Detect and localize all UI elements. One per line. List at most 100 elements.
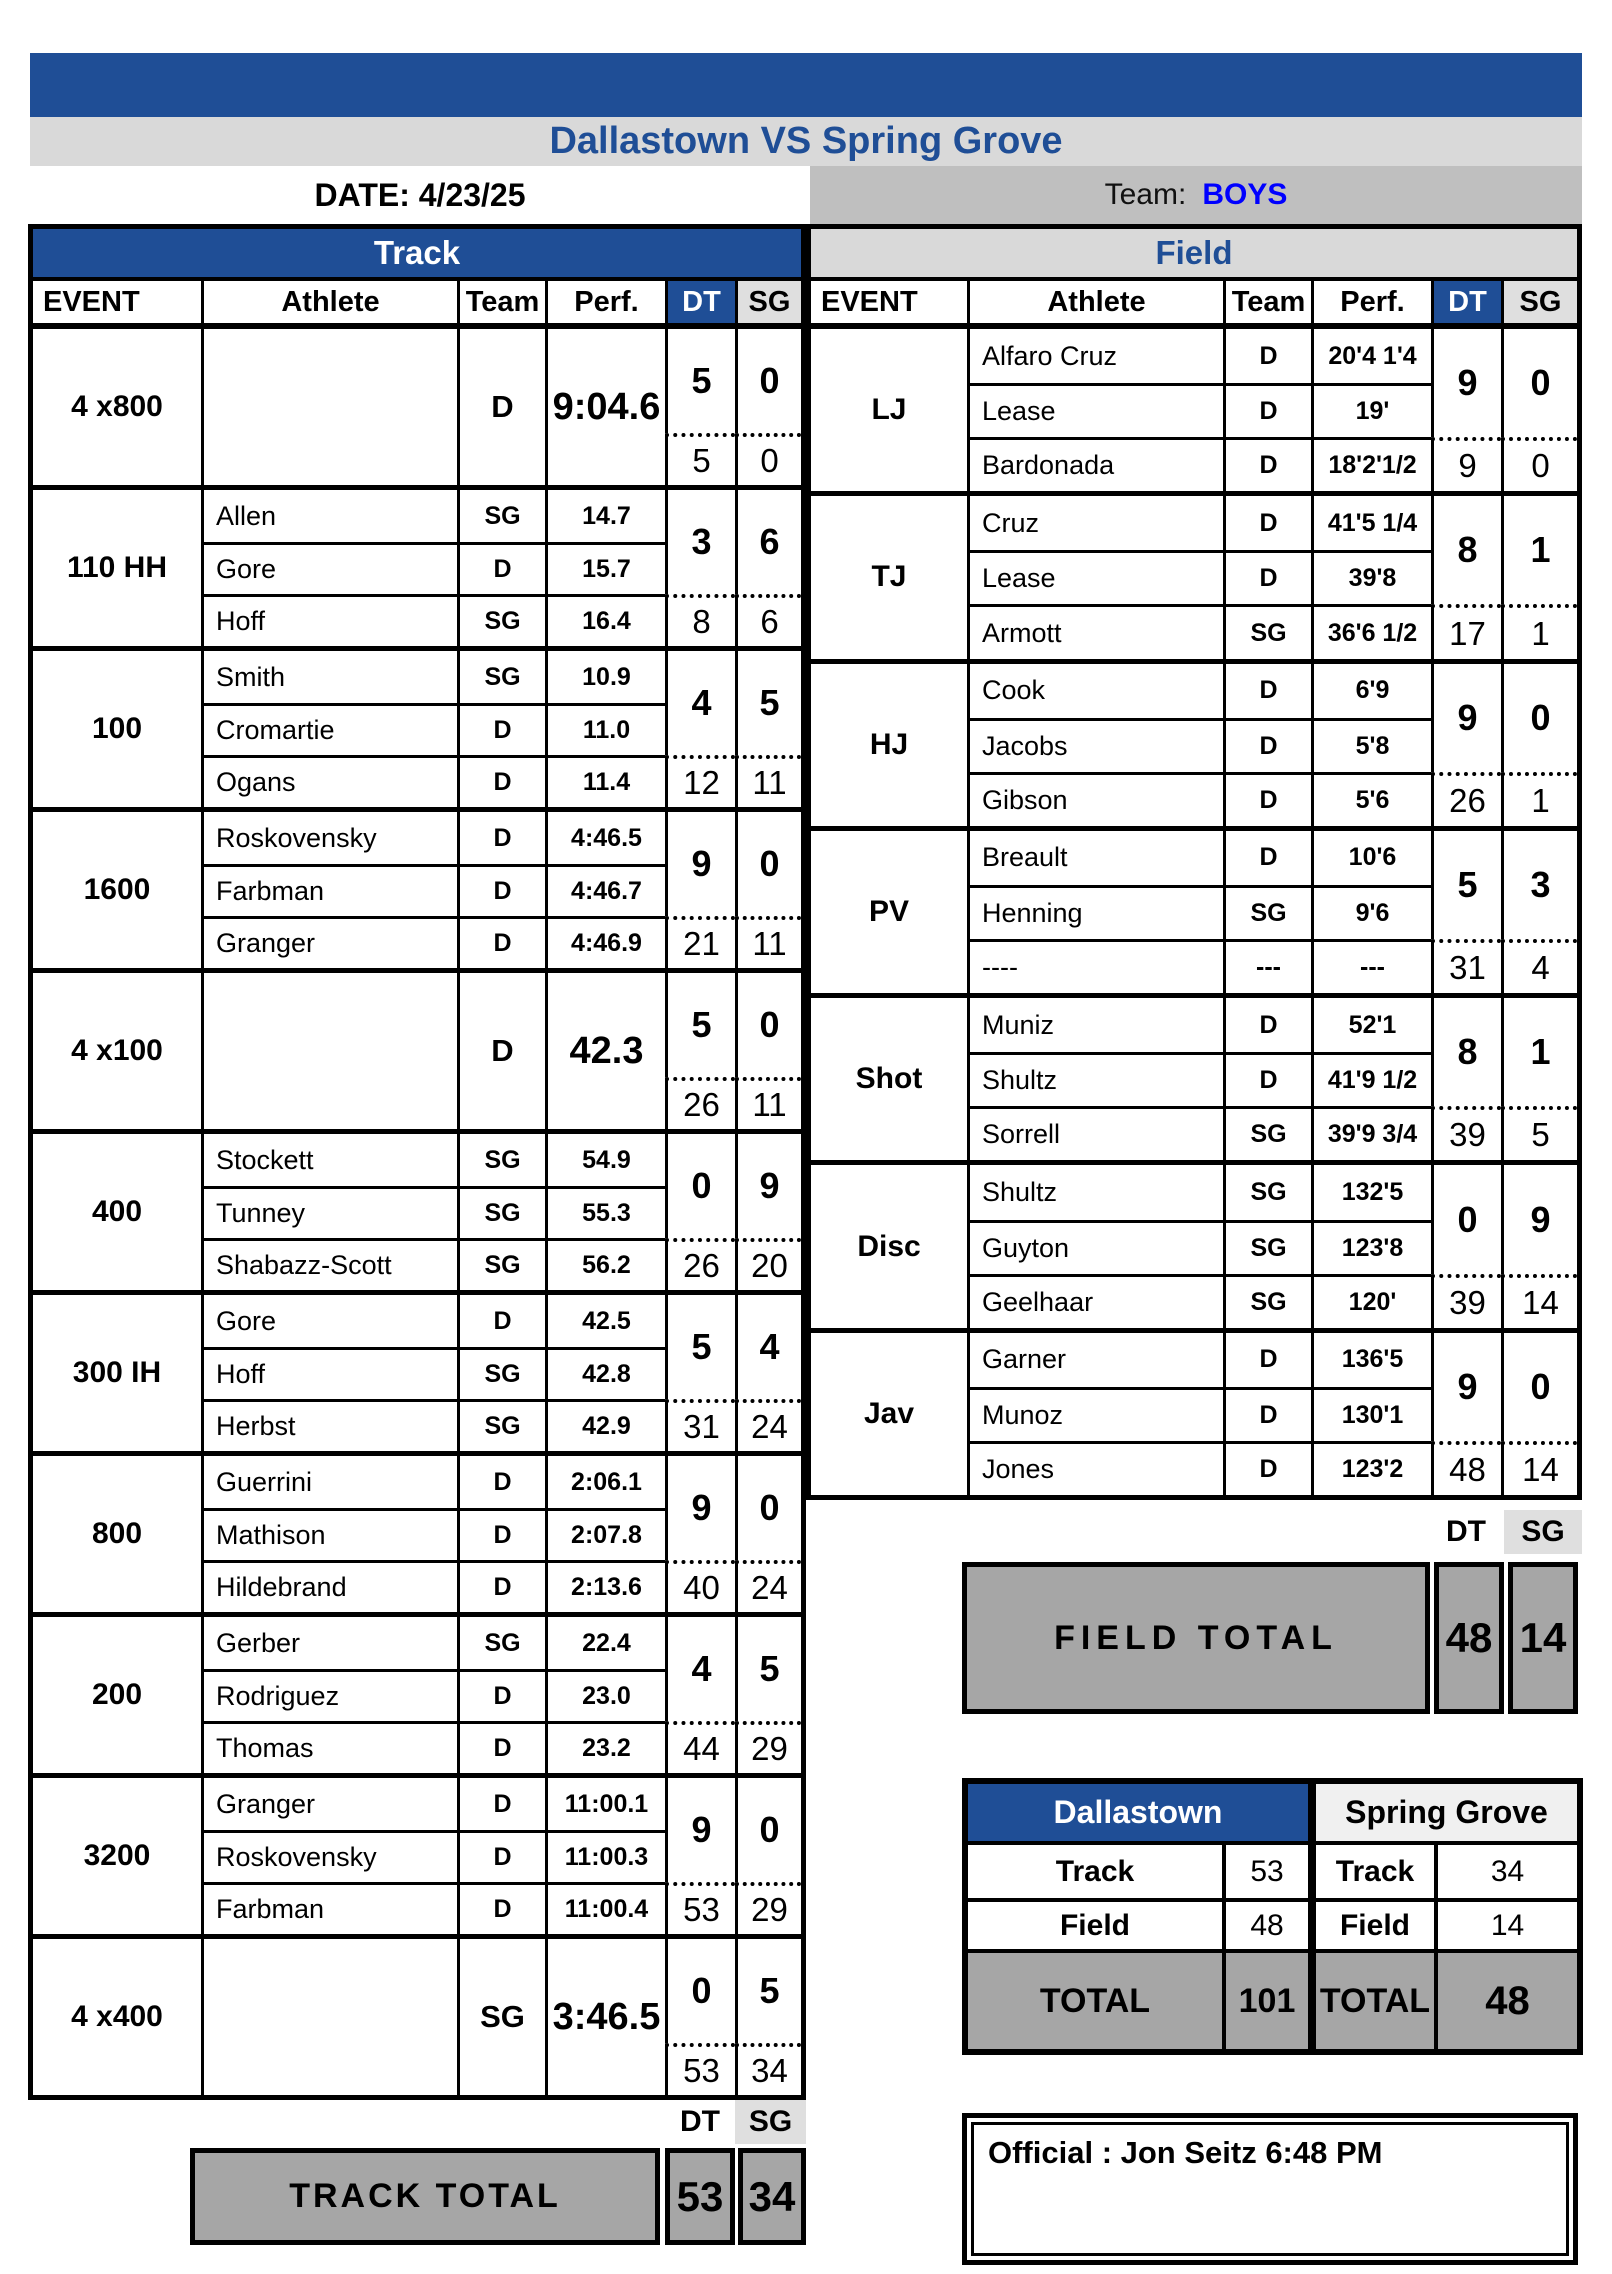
column-header-event: EVENT <box>43 285 140 318</box>
athlete-name: Roskovensky <box>201 812 457 864</box>
track-events: 4 x800 D 9:04.6 5 0 5 0 110 HH Allen SG 14.7 Gore D 1… <box>33 329 801 2095</box>
column-header-perf: Perf. <box>545 281 665 323</box>
field-total-sg: 14 <box>1508 1562 1578 1714</box>
performance: 120' <box>1311 1273 1431 1328</box>
performance: 6'9 <box>1311 663 1431 718</box>
date-team-row: DATE: 4/23/25 Team: BOYS <box>30 166 1582 224</box>
athlete-name: Cromartie <box>201 703 457 755</box>
event-name: Shot <box>855 1062 923 1096</box>
performance: 18'2'1/2 <box>1311 437 1431 492</box>
summary-springgrove-header: Spring Grove <box>1316 1784 1577 1841</box>
dt-event-points: 9 <box>665 1778 735 1882</box>
event-block: 110 HH Allen SG 14.7 Gore D 15.7 Hoff SG 16.4 3 6 8 6 <box>33 485 801 646</box>
sg-cumulative-points: 14 <box>1501 1440 1577 1495</box>
team-code: SG <box>1223 1106 1311 1161</box>
official-box: Official : Jon Seitz 6:48 PM <box>962 2113 1578 2265</box>
performance: 23.2 <box>545 1721 665 1773</box>
dt-cumulative-points: 53 <box>665 1882 735 1934</box>
athlete-name: Gore <box>201 1295 457 1347</box>
top-banner <box>30 53 1582 117</box>
athlete-name: Munoz <box>967 1386 1223 1441</box>
team-code: D <box>1223 437 1311 492</box>
event-block: Disc Shultz SG 132'5 Guyton SG 123'8 Geelhaar SG… <box>811 1160 1577 1328</box>
field-header: Field <box>811 229 1577 281</box>
performance: 41'5 1/4 <box>1311 496 1431 551</box>
sg-event-points: 0 <box>735 973 801 1077</box>
athlete-name: Shultz <box>967 1052 1223 1107</box>
event-block: 1600 Roskovensky D 4:46.5 Farbman D 4:46.7 Gran… <box>33 807 801 968</box>
sg-cumulative-points: 4 <box>1501 939 1577 994</box>
event-name: 100 <box>91 712 143 745</box>
dt-cumulative-points: 40 <box>665 1560 735 1612</box>
performance: 136'5 <box>1311 1332 1431 1387</box>
sg-event-points: 0 <box>1501 329 1577 438</box>
athlete-name: Guerrini <box>201 1456 457 1508</box>
athlete-name: Thomas <box>201 1721 457 1773</box>
column-header-event: EVENT <box>821 285 918 318</box>
column-header-sg: SG <box>1501 281 1577 323</box>
team-code: D <box>457 1560 545 1612</box>
dt-cumulative-points: 12 <box>665 755 735 807</box>
team-code: SG <box>457 594 545 646</box>
summary-sg-track-value: 34 <box>1434 1841 1577 1898</box>
performance: 2:13.6 <box>545 1560 665 1612</box>
event-block: TJ Cruz D 41'5 1/4 Lease D 39'8 Armott SG 36'6 1/… <box>811 491 1577 659</box>
sg-cumulative-points: 24 <box>735 1399 801 1451</box>
team-code: D <box>1223 717 1311 772</box>
dt-event-points: 5 <box>665 329 735 433</box>
performance: 123'8 <box>1311 1219 1431 1274</box>
team-code: D <box>457 542 545 594</box>
event-name: LJ <box>871 393 907 427</box>
dt-event-points: 0 <box>1431 1165 1501 1274</box>
dt-event-points: 8 <box>1431 496 1501 605</box>
athlete-name: Roskovensky <box>201 1830 457 1882</box>
event-block: 4 x800 D 9:04.6 5 0 5 0 <box>33 329 801 485</box>
sg-cumulative-points: 11 <box>735 916 801 968</box>
sg-cumulative-points: 0 <box>1501 437 1577 492</box>
sg-cumulative-points: 1 <box>1501 604 1577 659</box>
performance: 55.3 <box>545 1186 665 1238</box>
event-name: 110 HH <box>66 551 168 584</box>
field-total-label: FIELD TOTAL <box>962 1562 1430 1714</box>
athlete-name: Shabazz-Scott <box>201 1238 457 1290</box>
sg-event-points: 4 <box>735 1295 801 1399</box>
summary-d-track-value: 53 <box>1222 1841 1308 1898</box>
athlete-name: Granger <box>201 916 457 968</box>
dt-event-points: 9 <box>1431 329 1501 438</box>
event-name: 3200 <box>83 1839 151 1872</box>
field-total-dt: 48 <box>1434 1562 1504 1714</box>
team-code: D <box>457 864 545 916</box>
team-code: D <box>1223 663 1311 718</box>
performance: 11.0 <box>545 703 665 755</box>
column-header-dt: DT <box>1431 281 1501 323</box>
sg-event-points: 0 <box>735 329 801 433</box>
team-code: SG <box>457 1939 545 2095</box>
dt-cumulative-points: 8 <box>665 594 735 646</box>
performance: 20'4 1'4 <box>1311 329 1431 384</box>
dt-event-points: 5 <box>1431 830 1501 940</box>
team-code: D <box>1223 830 1311 885</box>
dt-cumulative-points: 26 <box>1431 771 1501 826</box>
team-value: BOYS <box>1202 178 1288 211</box>
dt-event-points: 4 <box>665 1617 735 1721</box>
dt-event-points: 9 <box>1431 1332 1501 1441</box>
athlete-name: Rodriguez <box>201 1669 457 1721</box>
performance: 130'1 <box>1311 1386 1431 1441</box>
athlete-name: Tunney <box>201 1186 457 1238</box>
athlete-name: Farbman <box>201 1882 457 1934</box>
dt-cumulative-points: 39 <box>1431 1106 1501 1161</box>
team-code: D <box>457 1882 545 1934</box>
column-header-dt: DT <box>665 281 735 323</box>
team-code: D <box>457 1295 545 1347</box>
dt-event-points: 3 <box>665 490 735 594</box>
athlete-name: Breault <box>967 830 1223 885</box>
team-code: D <box>1223 329 1311 384</box>
team-code: SG <box>457 1186 545 1238</box>
performance: 39'9 3/4 <box>1311 1106 1431 1161</box>
sg-event-points: 3 <box>1501 830 1577 940</box>
event-block: LJ Alfaro Cruz D 20'4 1'4 Lease D 19' Bardonada… <box>811 329 1577 492</box>
event-name: TJ <box>871 560 907 594</box>
athlete-name <box>201 1939 457 2095</box>
team-code: D <box>1223 1440 1311 1495</box>
performance: 36'6 1/2 <box>1311 604 1431 659</box>
